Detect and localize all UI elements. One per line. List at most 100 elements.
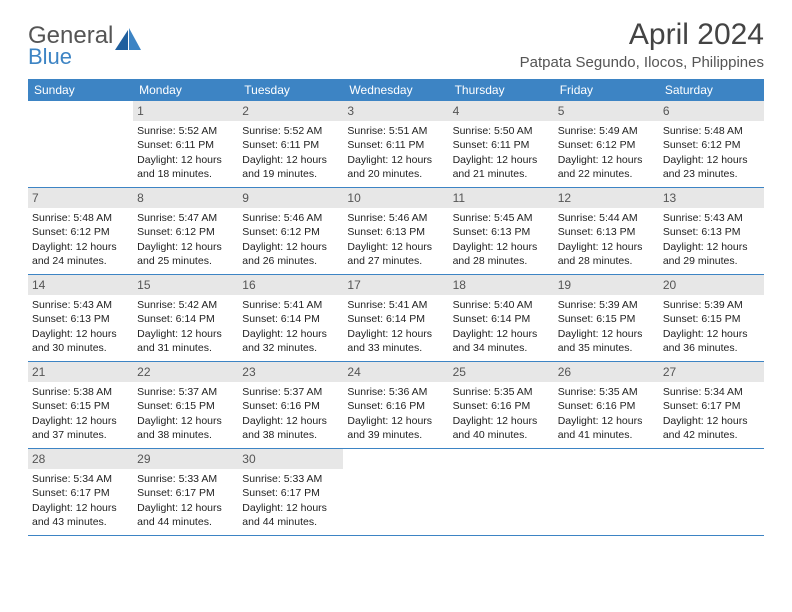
day-cell: 24Sunrise: 5:36 AMSunset: 6:16 PMDayligh…	[343, 362, 448, 448]
sunset-line: Sunset: 6:15 PM	[663, 312, 760, 326]
sunset-line: Sunset: 6:15 PM	[558, 312, 655, 326]
day-cell: 26Sunrise: 5:35 AMSunset: 6:16 PMDayligh…	[554, 362, 659, 448]
sunrise-line: Sunrise: 5:34 AM	[663, 385, 760, 399]
sunset-line: Sunset: 6:12 PM	[663, 138, 760, 152]
daylight-line: Daylight: 12 hours and 37 minutes.	[32, 414, 129, 442]
day-cell	[659, 449, 764, 535]
day-number: 6	[659, 101, 764, 121]
day-cell: 22Sunrise: 5:37 AMSunset: 6:15 PMDayligh…	[133, 362, 238, 448]
day-number: 10	[343, 188, 448, 208]
day-number: 24	[343, 362, 448, 382]
day-cell: 2 Sunrise: 5:52 AMSunset: 6:11 PMDaylight…	[238, 101, 343, 187]
day-number: 22	[133, 362, 238, 382]
day-cell: 8Sunrise: 5:47 AMSunset: 6:12 PMDaylight…	[133, 188, 238, 274]
sunrise-line: Sunrise: 5:45 AM	[453, 211, 550, 225]
daylight-line: Daylight: 12 hours and 21 minutes.	[453, 153, 550, 181]
daylight-line: Daylight: 12 hours and 42 minutes.	[663, 414, 760, 442]
day-number: 2	[238, 101, 343, 121]
daylight-line: Daylight: 12 hours and 23 minutes.	[663, 153, 760, 181]
day-cell: 11Sunrise: 5:45 AMSunset: 6:13 PMDayligh…	[449, 188, 554, 274]
daylight-line: Daylight: 12 hours and 18 minutes.	[137, 153, 234, 181]
sunrise-line: Sunrise: 5:35 AM	[453, 385, 550, 399]
sunrise-line: Sunrise: 5:37 AM	[242, 385, 339, 399]
daylight-line: Daylight: 12 hours and 35 minutes.	[558, 327, 655, 355]
sunrise-line: Sunrise: 5:51 AM	[347, 124, 444, 138]
page-header: General Blue April 2024 Patpata Segundo,…	[28, 18, 764, 71]
sunset-line: Sunset: 6:12 PM	[558, 138, 655, 152]
day-cell: 12Sunrise: 5:44 AMSunset: 6:13 PMDayligh…	[554, 188, 659, 274]
sunset-line: Sunset: 6:13 PM	[453, 225, 550, 239]
daylight-line: Daylight: 12 hours and 24 minutes.	[32, 240, 129, 268]
daylight-line: Daylight: 12 hours and 36 minutes.	[663, 327, 760, 355]
sunset-line: Sunset: 6:17 PM	[663, 399, 760, 413]
day-number: 25	[449, 362, 554, 382]
sunset-line: Sunset: 6:14 PM	[347, 312, 444, 326]
sunrise-line: Sunrise: 5:46 AM	[242, 211, 339, 225]
sunrise-line: Sunrise: 5:47 AM	[137, 211, 234, 225]
day-cell: 29Sunrise: 5:33 AMSunset: 6:17 PMDayligh…	[133, 449, 238, 535]
sunset-line: Sunset: 6:13 PM	[32, 312, 129, 326]
sunset-line: Sunset: 6:14 PM	[137, 312, 234, 326]
day-cell: 27 Sunrise: 5:34 AMSunset: 6:17 PMDayligh…	[659, 362, 764, 448]
sunrise-line: Sunrise: 5:41 AM	[347, 298, 444, 312]
day-cell: 1Sunrise: 5:52 AMSunset: 6:11 PMDaylight…	[133, 101, 238, 187]
day-cell: 28Sunrise: 5:34 AMSunset: 6:17 PMDayligh…	[28, 449, 133, 535]
sunset-line: Sunset: 6:13 PM	[663, 225, 760, 239]
sunset-line: Sunset: 6:17 PM	[242, 486, 339, 500]
weekday-header: Wednesday	[343, 79, 448, 101]
sunrise-line: Sunrise: 5:43 AM	[32, 298, 129, 312]
sunset-line: Sunset: 6:14 PM	[453, 312, 550, 326]
sunrise-line: Sunrise: 5:44 AM	[558, 211, 655, 225]
sunset-line: Sunset: 6:16 PM	[558, 399, 655, 413]
day-number: 11	[449, 188, 554, 208]
sunrise-line: Sunrise: 5:48 AM	[32, 211, 129, 225]
daylight-line: Daylight: 12 hours and 34 minutes.	[453, 327, 550, 355]
day-number: 28	[28, 449, 133, 469]
weekday-header: Friday	[554, 79, 659, 101]
day-number: 30	[238, 449, 343, 469]
day-number: 1	[133, 101, 238, 121]
daylight-line: Daylight: 12 hours and 38 minutes.	[242, 414, 339, 442]
day-number: 23	[238, 362, 343, 382]
daylight-line: Daylight: 12 hours and 43 minutes.	[32, 501, 129, 529]
weekday-header-row: SundayMondayTuesdayWednesdayThursdayFrid…	[28, 79, 764, 101]
day-cell: 17Sunrise: 5:41 AMSunset: 6:14 PMDayligh…	[343, 275, 448, 361]
day-number: 29	[133, 449, 238, 469]
day-cell: 10Sunrise: 5:46 AMSunset: 6:13 PMDayligh…	[343, 188, 448, 274]
logo: General Blue	[28, 18, 141, 68]
day-cell: 15Sunrise: 5:42 AMSunset: 6:14 PMDayligh…	[133, 275, 238, 361]
day-cell: 23Sunrise: 5:37 AMSunset: 6:16 PMDayligh…	[238, 362, 343, 448]
sunrise-line: Sunrise: 5:52 AM	[242, 124, 339, 138]
day-number: 27	[659, 362, 764, 382]
day-cell: 25Sunrise: 5:35 AMSunset: 6:16 PMDayligh…	[449, 362, 554, 448]
day-number: 21	[28, 362, 133, 382]
weekday-header: Tuesday	[238, 79, 343, 101]
title-block: April 2024 Patpata Segundo, Ilocos, Phil…	[520, 18, 764, 71]
weekday-header: Monday	[133, 79, 238, 101]
day-number: 15	[133, 275, 238, 295]
day-cell: 16Sunrise: 5:41 AMSunset: 6:14 PMDayligh…	[238, 275, 343, 361]
daylight-line: Daylight: 12 hours and 32 minutes.	[242, 327, 339, 355]
sunset-line: Sunset: 6:11 PM	[242, 138, 339, 152]
week-row: 7Sunrise: 5:48 AMSunset: 6:12 PMDaylight…	[28, 188, 764, 275]
sunset-line: Sunset: 6:11 PM	[347, 138, 444, 152]
day-cell	[554, 449, 659, 535]
daylight-line: Daylight: 12 hours and 44 minutes.	[242, 501, 339, 529]
sunset-line: Sunset: 6:13 PM	[558, 225, 655, 239]
daylight-line: Daylight: 12 hours and 22 minutes.	[558, 153, 655, 181]
month-title: April 2024	[520, 18, 764, 52]
daylight-line: Daylight: 12 hours and 19 minutes.	[242, 153, 339, 181]
day-cell: 3Sunrise: 5:51 AMSunset: 6:11 PMDaylight…	[343, 101, 448, 187]
day-cell	[449, 449, 554, 535]
sunrise-line: Sunrise: 5:39 AM	[663, 298, 760, 312]
daylight-line: Daylight: 12 hours and 27 minutes.	[347, 240, 444, 268]
sunrise-line: Sunrise: 5:43 AM	[663, 211, 760, 225]
week-row: 1Sunrise: 5:52 AMSunset: 6:11 PMDaylight…	[28, 101, 764, 188]
daylight-line: Daylight: 12 hours and 44 minutes.	[137, 501, 234, 529]
location-subtitle: Patpata Segundo, Ilocos, Philippines	[520, 54, 764, 71]
sunrise-line: Sunrise: 5:48 AM	[663, 124, 760, 138]
daylight-line: Daylight: 12 hours and 38 minutes.	[137, 414, 234, 442]
daylight-line: Daylight: 12 hours and 29 minutes.	[663, 240, 760, 268]
sunrise-line: Sunrise: 5:33 AM	[137, 472, 234, 486]
day-number: 9	[238, 188, 343, 208]
